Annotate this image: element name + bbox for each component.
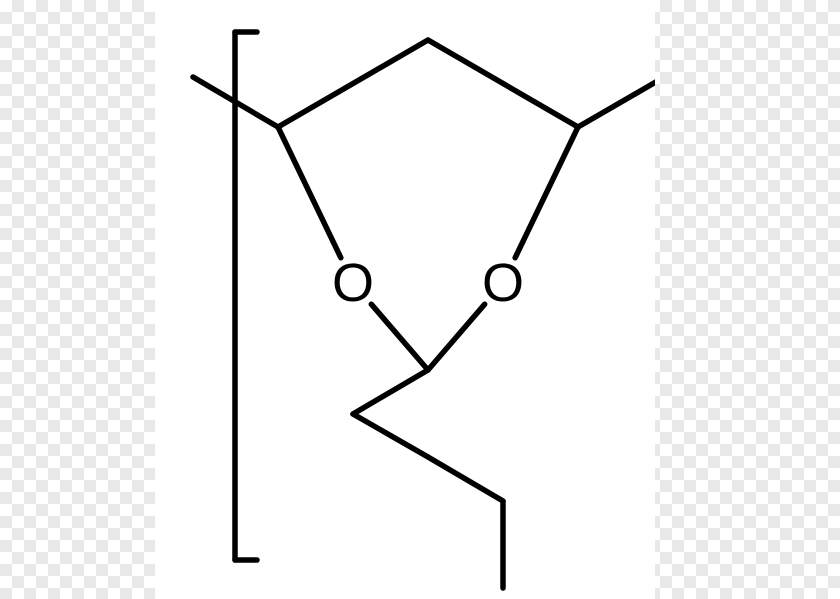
- bond-2: [428, 40, 578, 127]
- bond-1: [278, 40, 428, 127]
- chemical-structure-diagram: OOn: [155, 0, 655, 599]
- bond-10: [353, 414, 428, 457]
- atom-label-O2: O: [482, 253, 524, 313]
- bond-11: [428, 457, 503, 501]
- structure-svg: OOn: [155, 0, 655, 599]
- bond-3: [578, 68, 655, 127]
- bond-5: [278, 127, 341, 258]
- atom-label-O1: O: [332, 253, 374, 313]
- bond-8: [428, 304, 485, 370]
- bond-7: [371, 304, 428, 370]
- bond-6: [515, 127, 578, 258]
- bond-9: [353, 370, 428, 414]
